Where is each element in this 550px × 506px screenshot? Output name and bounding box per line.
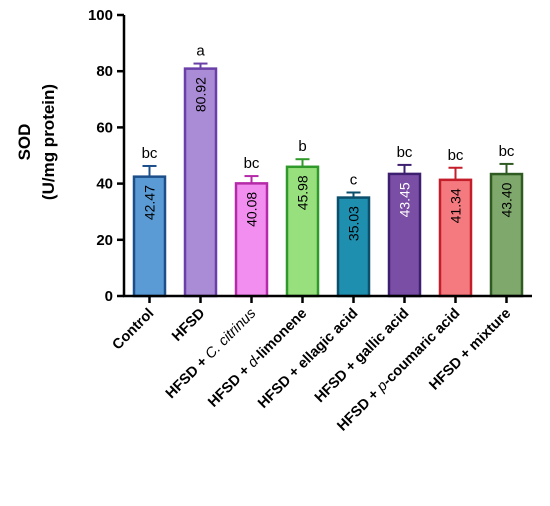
y-axis: 0 20 40 60 80 100 [88, 7, 126, 305]
bar [438, 178, 473, 298]
value-label: 42.47 [142, 185, 158, 220]
x-category-label: HFSD [169, 306, 208, 345]
significance-label: bc [499, 143, 515, 160]
value-label: 40.08 [244, 192, 260, 227]
bar-group: bc 42.47 [132, 145, 167, 298]
y-tick-label: 80 [96, 63, 113, 80]
y-tick-label: 40 [96, 176, 113, 193]
x-category-label: HFSD + ellagic acid [255, 306, 361, 412]
x-category-label: Control [110, 306, 158, 354]
category-text: HFSD + [205, 360, 256, 411]
significance-label: c [350, 172, 358, 189]
bar [285, 165, 320, 298]
y-axis-title-line2: (U/mg protein) [39, 84, 58, 200]
x-category-label: HFSD + C. citrinus [163, 306, 259, 402]
x-category-label: HFSD + gallic acid [312, 306, 412, 406]
y-tick-label: 20 [96, 232, 113, 249]
significance-label: bc [448, 147, 464, 164]
value-label: 43.45 [397, 182, 413, 217]
significance-label: bc [397, 144, 413, 161]
bar-group: bc 43.45 [387, 144, 422, 298]
category-text: HFSD [169, 306, 208, 345]
category-text: HFSD + gallic acid [312, 306, 412, 406]
y-axis-title-line1: SOD [15, 124, 34, 161]
value-label: 35.03 [346, 206, 362, 241]
bar-group: b 45.98 [285, 138, 320, 298]
bar-group: a 80.92 [183, 43, 218, 298]
bar-group: c 35.03 [336, 172, 371, 298]
y-tick-label: 60 [96, 119, 113, 136]
bar-group: bc 40.08 [234, 155, 269, 298]
y-axis-title: SOD (U/mg protein) [15, 84, 58, 200]
bar [234, 182, 269, 298]
value-label: 80.92 [193, 77, 209, 112]
bar [183, 67, 218, 298]
category-text: Control [110, 306, 158, 354]
significance-label: a [196, 43, 205, 60]
value-label: 45.98 [295, 175, 311, 210]
y-tick-label: 0 [105, 288, 113, 305]
value-label: 43.40 [499, 182, 515, 217]
significance-label: bc [142, 145, 158, 162]
category-text: HFSD + [163, 351, 214, 402]
bar-group: bc 43.40 [489, 143, 524, 298]
significance-label: b [298, 138, 306, 155]
category-text: HFSD + ellagic acid [255, 306, 361, 412]
x-category-label: HFSD + d-limonene [205, 306, 310, 411]
value-label: 41.34 [448, 188, 464, 223]
bar [132, 175, 167, 298]
y-tick-label: 100 [88, 7, 113, 24]
category-text: HFSD + [334, 384, 385, 435]
bar-group: bc 41.34 [438, 147, 473, 298]
bar [336, 196, 371, 298]
significance-label: bc [244, 155, 260, 172]
